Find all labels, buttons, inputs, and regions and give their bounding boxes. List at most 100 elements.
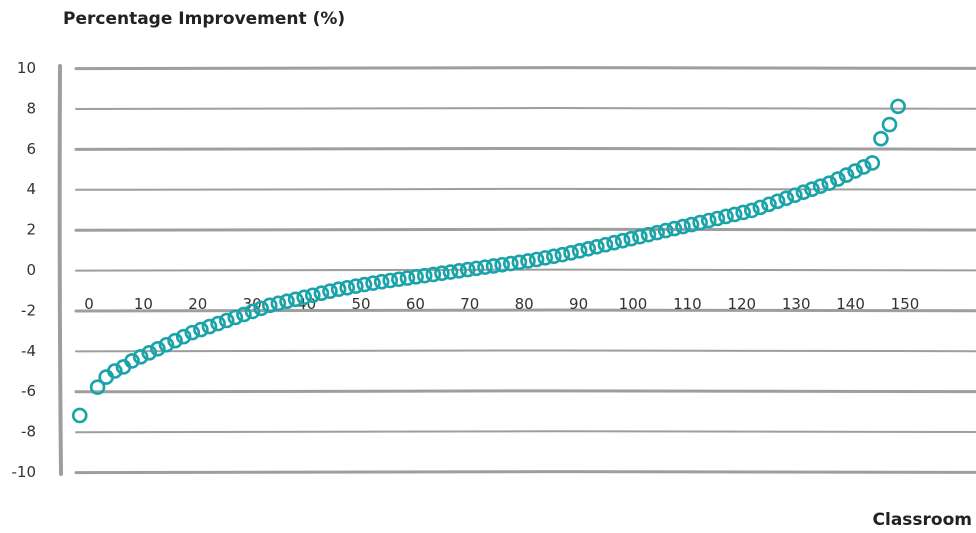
y-tick-label: 6 <box>26 140 36 158</box>
y-tick-label: -2 <box>21 301 36 319</box>
data-point <box>193 321 209 338</box>
data-point <box>373 273 390 290</box>
data-point <box>296 289 312 306</box>
data-point <box>778 190 795 207</box>
x-axis-title: Classroom <box>872 510 972 530</box>
data-point <box>253 300 269 317</box>
data-point <box>485 258 502 274</box>
data-point <box>657 222 674 239</box>
data-point <box>502 255 519 272</box>
y-tick-label: 2 <box>26 221 36 239</box>
data-point <box>408 269 424 285</box>
data-point <box>236 306 252 323</box>
data-point <box>873 130 889 147</box>
data-point <box>348 278 364 294</box>
data-point <box>709 210 726 227</box>
data-point <box>322 283 338 300</box>
data-point <box>614 232 631 249</box>
gridline <box>75 268 976 272</box>
data-point <box>399 270 416 286</box>
data-point <box>675 218 691 235</box>
data-point <box>124 353 140 369</box>
data-point <box>743 202 760 219</box>
x-tick-label: 80 <box>515 295 534 313</box>
y-tick-label: -6 <box>21 382 36 400</box>
data-point <box>451 263 467 279</box>
y-tick-label: 0 <box>26 261 36 279</box>
x-tick-label: 10 <box>134 295 153 313</box>
gridline <box>75 107 976 110</box>
data-point <box>167 332 183 349</box>
data-point <box>468 260 485 277</box>
data-point <box>666 220 683 237</box>
y-axis-title: Percentage Improvement (%) <box>63 9 346 29</box>
data-point <box>150 340 166 357</box>
data-point <box>244 303 261 320</box>
data-point <box>804 181 820 197</box>
y-tick-label: -4 <box>21 342 36 360</box>
gridline <box>75 187 976 191</box>
data-point <box>761 196 777 213</box>
data-points <box>71 98 906 424</box>
gridline <box>75 430 976 434</box>
gridline <box>74 389 976 394</box>
data-point <box>210 315 226 332</box>
data-point <box>382 272 399 289</box>
y-tick-labels: 10 8 6 4 2 0 -2 -4 -6 -8 -10 <box>12 59 37 481</box>
x-tick-label: 60 <box>406 295 425 313</box>
data-point <box>528 251 545 268</box>
data-point <box>107 363 123 379</box>
data-point <box>313 285 330 302</box>
data-point <box>287 291 304 308</box>
y-tick-label: 10 <box>17 59 36 77</box>
data-point <box>201 318 218 335</box>
data-point <box>141 345 158 361</box>
data-point <box>718 208 734 225</box>
data-point <box>830 171 846 187</box>
gridline <box>74 227 976 232</box>
y-tick-label: 4 <box>26 180 36 198</box>
gridline <box>74 146 976 151</box>
data-point <box>571 243 588 259</box>
data-point <box>580 240 597 257</box>
data-point <box>365 275 381 291</box>
data-point <box>227 309 244 326</box>
gridline <box>74 308 976 313</box>
y-axis <box>57 64 63 476</box>
data-point <box>881 116 898 133</box>
x-tick-label: 150 <box>891 295 920 313</box>
data-point <box>132 349 149 365</box>
y-axis-line <box>57 64 63 476</box>
y-tick-label: -8 <box>21 423 36 441</box>
data-point <box>71 407 88 424</box>
data-point <box>554 246 571 263</box>
data-point <box>434 265 450 282</box>
y-tick-label: 8 <box>26 99 36 117</box>
data-point <box>821 175 838 191</box>
data-point <box>158 336 175 353</box>
data-point <box>356 276 373 293</box>
x-tick-label: 110 <box>673 295 702 313</box>
data-point <box>261 297 278 314</box>
data-point <box>838 167 855 183</box>
data-point <box>649 224 665 241</box>
data-point <box>623 230 640 247</box>
data-point <box>640 226 657 243</box>
data-point <box>847 163 863 179</box>
data-point <box>597 236 614 253</box>
data-point <box>339 279 356 296</box>
data-point <box>425 266 442 283</box>
data-point <box>494 256 510 273</box>
data-point <box>700 212 717 229</box>
data-point <box>589 238 605 255</box>
data-point <box>442 264 459 280</box>
data-point <box>279 293 295 310</box>
data-point <box>812 178 829 194</box>
y-tick-label: -10 <box>12 463 37 481</box>
data-point <box>795 184 812 201</box>
data-point <box>416 267 433 284</box>
x-tick-labels: 0 10 20 30 40 50 60 70 80 90 100 110 120 130 140 150 <box>84 295 919 313</box>
data-point <box>855 159 872 175</box>
x-tick-label: 140 <box>836 295 865 313</box>
